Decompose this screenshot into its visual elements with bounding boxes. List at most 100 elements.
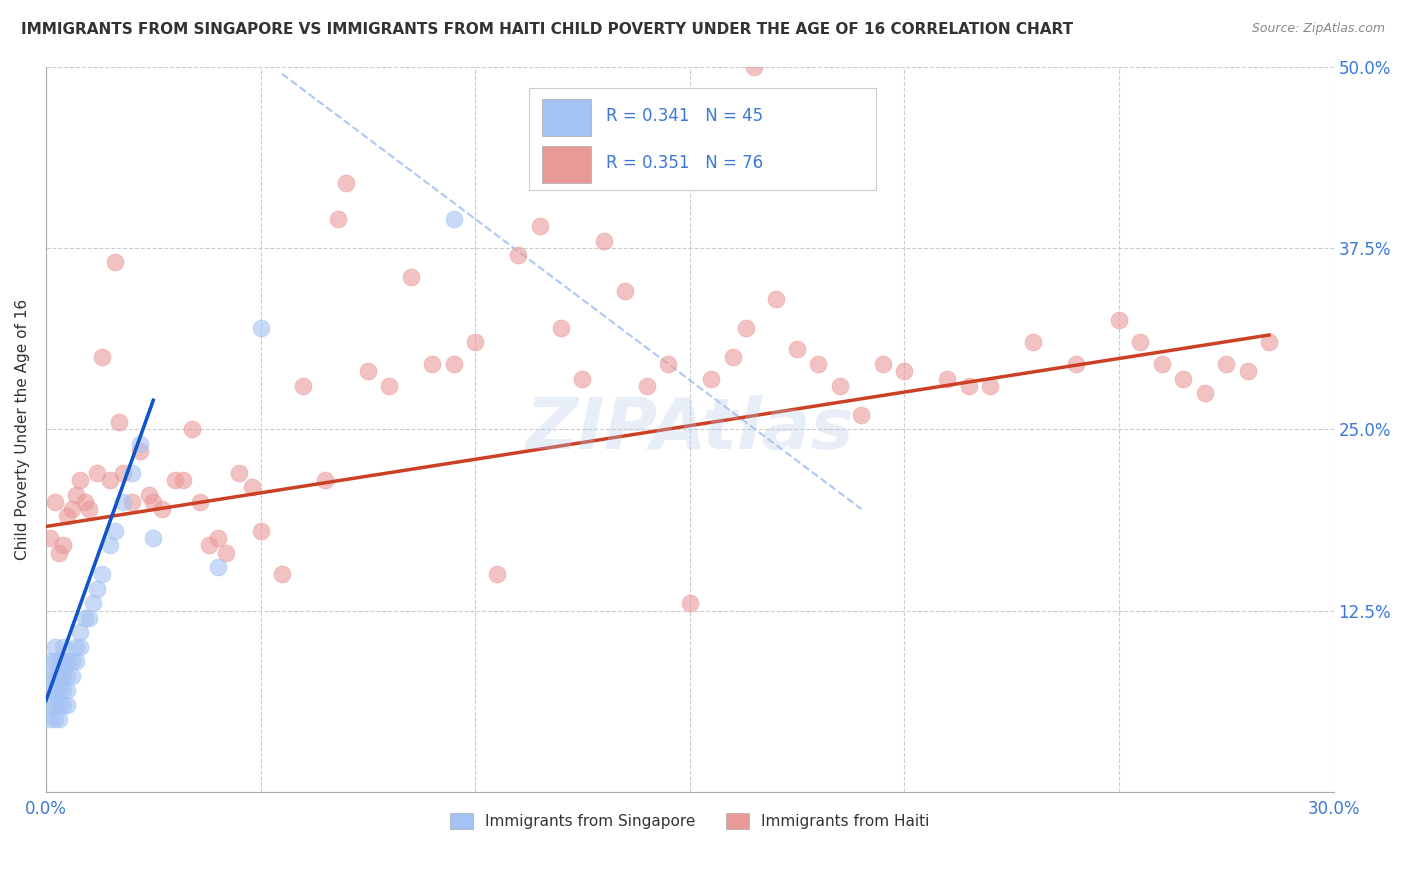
Point [73, 611, 96, 625]
Point [150, 502, 173, 516]
Point [1129, 335, 1152, 350]
Point [98, 538, 121, 552]
Point [851, 408, 873, 422]
Point [98, 473, 121, 487]
Point [73, 495, 96, 509]
Point [326, 211, 349, 226]
Point [1258, 335, 1281, 350]
Point [335, 176, 357, 190]
Point [39, 531, 62, 545]
Point [378, 378, 401, 392]
Point [1022, 335, 1045, 350]
Point [529, 219, 551, 234]
Point [485, 567, 508, 582]
Point [828, 378, 851, 392]
Bar [541, 146, 591, 183]
Point [69, 473, 91, 487]
Point [734, 320, 756, 334]
Point [52, 698, 75, 712]
Point [52, 640, 75, 654]
Point [48, 545, 70, 559]
Point [86, 466, 108, 480]
Point [69, 640, 91, 654]
Point [52, 683, 75, 698]
Point [56, 509, 79, 524]
Point [121, 466, 143, 480]
Point [936, 371, 959, 385]
Point [39, 669, 62, 683]
Point [443, 211, 465, 226]
Point [1194, 386, 1216, 401]
Text: ZIPAtlas: ZIPAtlas [526, 395, 853, 464]
Point [138, 487, 160, 501]
Point [190, 495, 212, 509]
Point [163, 473, 186, 487]
Point [979, 378, 1001, 392]
Point [104, 524, 127, 538]
Point [550, 320, 572, 334]
Point [60, 669, 83, 683]
Point [129, 437, 152, 451]
Point [44, 698, 66, 712]
Point [142, 531, 165, 545]
Point [77, 611, 100, 625]
Point [44, 683, 66, 698]
Y-axis label: Child Poverty Under the Age of 16: Child Poverty Under the Age of 16 [15, 299, 30, 560]
Point [44, 495, 66, 509]
Point [1173, 371, 1195, 385]
Point [129, 444, 152, 458]
Point [700, 371, 723, 385]
Point [48, 713, 70, 727]
Legend: Immigrants from Singapore, Immigrants from Haiti: Immigrants from Singapore, Immigrants fr… [444, 807, 935, 835]
Point [56, 669, 79, 683]
Point [249, 320, 271, 334]
Point [39, 683, 62, 698]
Point [39, 713, 62, 727]
Point [198, 538, 221, 552]
Point [357, 364, 380, 378]
Point [48, 683, 70, 698]
Point [108, 415, 131, 429]
Point [1064, 357, 1087, 371]
Point [721, 350, 744, 364]
Point [48, 698, 70, 712]
Point [765, 292, 787, 306]
Text: IMMIGRANTS FROM SINGAPORE VS IMMIGRANTS FROM HAITI CHILD POVERTY UNDER THE AGE O: IMMIGRANTS FROM SINGAPORE VS IMMIGRANTS … [21, 22, 1073, 37]
Point [957, 378, 980, 392]
Point [207, 560, 229, 574]
Point [44, 669, 66, 683]
Point [60, 654, 83, 668]
Point [65, 654, 87, 668]
Text: R = 0.341   N = 45: R = 0.341 N = 45 [606, 107, 763, 125]
Text: Source: ZipAtlas.com: Source: ZipAtlas.com [1251, 22, 1385, 36]
Point [44, 713, 66, 727]
Point [44, 640, 66, 654]
Point [56, 698, 79, 712]
Point [872, 357, 894, 371]
Point [614, 285, 637, 299]
Point [39, 698, 62, 712]
Point [142, 495, 165, 509]
Point [807, 357, 830, 371]
Point [399, 269, 422, 284]
Point [48, 669, 70, 683]
Point [48, 654, 70, 668]
Point [77, 502, 100, 516]
Point [464, 335, 486, 350]
Point [240, 480, 263, 494]
Point [636, 378, 658, 392]
Point [1215, 357, 1237, 371]
Point [56, 683, 79, 698]
Point [82, 596, 104, 610]
Point [657, 357, 679, 371]
Point [786, 343, 808, 357]
Point [69, 625, 91, 640]
Point [180, 422, 202, 436]
Point [172, 473, 194, 487]
Point [1150, 357, 1173, 371]
Point [86, 582, 108, 596]
Point [506, 248, 529, 262]
Point [90, 567, 112, 582]
Point [112, 495, 135, 509]
Text: R = 0.351   N = 76: R = 0.351 N = 76 [606, 154, 763, 172]
